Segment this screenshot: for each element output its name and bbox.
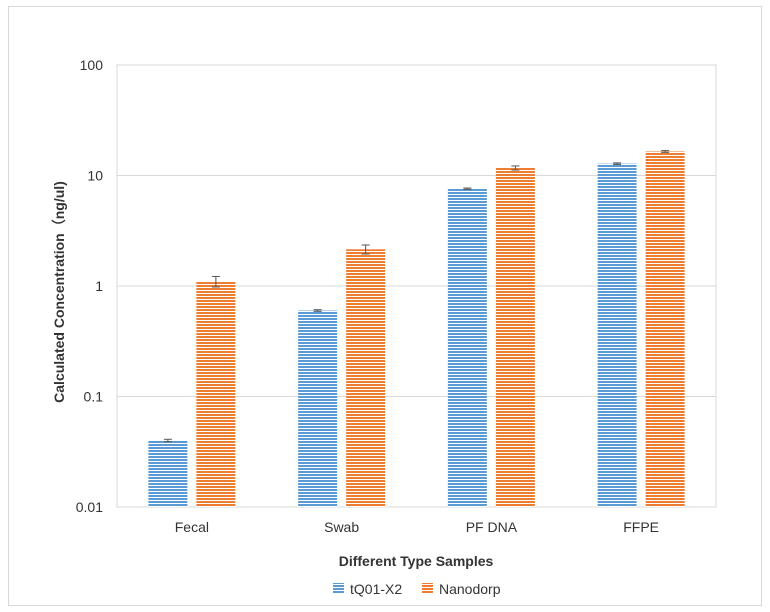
bar-nanodorp-fecal: [196, 281, 236, 507]
x-tick-label: PF DNA: [466, 519, 518, 535]
error-bars: [163, 150, 670, 443]
bar-tq01-x2-swab: [298, 310, 338, 507]
y-tick-label: 1: [95, 278, 103, 294]
bar-nanodorp-swab: [346, 249, 386, 507]
y-axis-title: Calculated Concentration（ng/ul): [51, 181, 67, 403]
x-tick-labels: Fecal Swab PF DNA FFPE: [175, 519, 659, 535]
bar-nanodorp-pf-dna: [495, 167, 535, 508]
chart-frame: [8, 6, 762, 606]
x-tick-label: FFPE: [623, 519, 659, 535]
bar-tq01-x2-ffpe: [597, 163, 637, 507]
error-bar: [313, 309, 322, 312]
error-bar: [511, 165, 520, 171]
error-bar: [661, 150, 670, 153]
y-tick-label: 100: [80, 57, 104, 73]
error-bar: [211, 275, 220, 288]
bar-tq01-x2-pf-dna: [447, 188, 487, 507]
x-tick-label: Fecal: [175, 519, 209, 535]
y-tick-labels: 0.01 0.1 1 10 100: [76, 57, 103, 515]
bar-nanodorp-ffpe: [645, 151, 685, 507]
legend-label-tq01-x2: tQ01-X2: [350, 581, 402, 597]
y-tick-label: 0.1: [84, 389, 104, 405]
y-tick-label: 0.01: [76, 499, 103, 515]
error-bar: [361, 244, 370, 255]
x-tick-label: Swab: [324, 519, 359, 535]
bars: [148, 151, 685, 508]
y-tick-label: 10: [87, 168, 103, 184]
legend-swatch-nanodorp: [422, 583, 433, 594]
bar-tq01-x2-fecal: [148, 440, 188, 507]
error-bar: [463, 187, 472, 190]
legend: tQ01-X2 Nanodorp: [333, 581, 501, 597]
legend-label-nanodorp: Nanodorp: [439, 581, 501, 597]
x-axis-title: Different Type Samples: [339, 553, 494, 569]
plot-area-border: [116, 64, 717, 508]
legend-swatch-tq01-x2: [333, 583, 344, 594]
error-bar: [613, 162, 622, 165]
error-bar: [163, 438, 172, 443]
